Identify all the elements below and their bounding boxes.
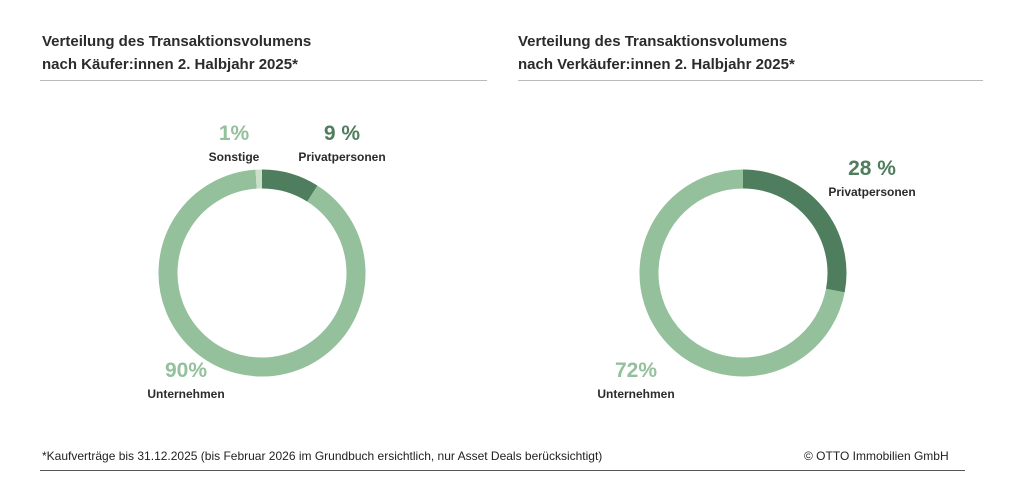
category-label: Privatpersonen: [298, 150, 385, 164]
chart-title-buyers: Verteilung des Transaktionsvolumens nach…: [42, 30, 311, 76]
donut-slice-privatpersonen: [261, 169, 318, 202]
divider: [518, 80, 983, 81]
donut-slice-unternehmen: [158, 169, 366, 377]
category-label: Sonstige: [209, 150, 260, 164]
title-line: nach Käufer:innen 2. Halbjahr 2025*: [42, 56, 298, 73]
title-line: nach Verkäufer:innen 2. Halbjahr 2025*: [518, 56, 795, 73]
category-label: Unternehmen: [147, 387, 224, 401]
copyright: © OTTO Immobilien GmbH: [804, 449, 949, 463]
title-line: Verteilung des Transaktionsvolumens: [42, 33, 312, 50]
footer-divider: [40, 470, 965, 471]
value-label: 28 %: [848, 157, 896, 180]
chart-title-sellers: Verteilung des Transaktionsvolumens nach…: [518, 30, 795, 76]
category-label: Privatpersonen: [828, 185, 915, 199]
footnote: *Kaufverträge bis 31.12.2025 (bis Februa…: [42, 449, 603, 463]
donut-slice-unternehmen: [639, 169, 845, 377]
donut-slice-privatpersonen: [742, 169, 847, 293]
value-label: 9 %: [324, 122, 361, 145]
value-label: 90%: [165, 359, 207, 382]
divider: [40, 80, 487, 81]
category-label: Unternehmen: [597, 387, 674, 401]
value-label: 1%: [219, 122, 250, 145]
title-line: Verteilung des Transaktionsvolumens: [518, 33, 788, 50]
value-label: 72%: [615, 359, 657, 382]
